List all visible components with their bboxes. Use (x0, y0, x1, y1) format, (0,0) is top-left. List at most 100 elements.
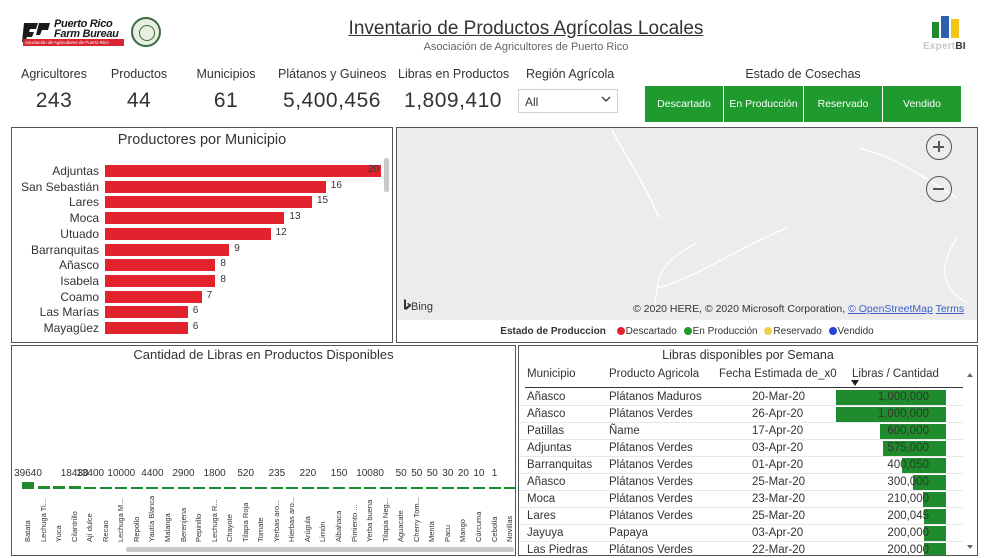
libras-column-bar[interactable] (286, 487, 299, 489)
table-cell-producto: Papaya (609, 527, 649, 539)
table-databar (922, 492, 946, 507)
libras-column-bar[interactable] (301, 487, 314, 489)
libras-column-bar[interactable] (239, 487, 252, 489)
producer-bar-row[interactable]: San Sebastián 16 (12, 180, 392, 194)
libras-column-bar[interactable] (115, 487, 128, 489)
table-row[interactable]: Moca Plátanos Verdes 23-Mar-20 210,000 (519, 491, 963, 508)
producer-bar[interactable] (105, 274, 216, 287)
legend-item-vendido[interactable]: Vendido (837, 326, 874, 337)
producer-bar-row[interactable]: Barranquitas 9 (12, 243, 392, 257)
libras-column-bar[interactable] (348, 487, 361, 489)
zoom-in-icon[interactable] (926, 134, 952, 160)
table-row[interactable]: Patillas Ñame 17-Apr-20 600,000 (519, 423, 963, 440)
libras-column-bar[interactable] (441, 487, 454, 489)
producers-scrollbar[interactable] (384, 158, 389, 192)
libras-column-bar[interactable] (426, 487, 439, 489)
producer-bar[interactable] (105, 243, 230, 256)
zoom-out-icon[interactable] (926, 176, 952, 202)
libras-column-bar[interactable] (333, 487, 345, 489)
col-header-fecha[interactable]: Fecha Estimada de_x0 (719, 368, 837, 380)
table-scroll-up-icon[interactable] (967, 373, 973, 377)
table-cell-producto: Plátanos Maduros (609, 391, 702, 403)
table-row[interactable]: Añasco Plátanos Verdes 26-Apr-20 1,000,000 (519, 406, 963, 423)
producer-bar-row[interactable]: Mayagüez 6 (12, 321, 392, 335)
libras-column-bar[interactable] (37, 485, 50, 489)
table-row[interactable]: Lares Plátanos Verdes 25-Mar-20 200,045 (519, 508, 963, 525)
libras-column-bar[interactable] (395, 487, 408, 489)
legend-item-en-produccion[interactable]: En Producción (692, 326, 758, 337)
region-dropdown[interactable]: All (518, 89, 618, 113)
libras-column-bar[interactable] (364, 487, 377, 489)
sort-desc-icon[interactable] (851, 380, 859, 386)
libras-column-bar[interactable] (68, 485, 81, 489)
libras-column-bar[interactable] (224, 487, 237, 489)
col-header-producto[interactable]: Producto Agricola (609, 368, 700, 380)
openstreetmap-link[interactable]: © OpenStreetMap (848, 303, 933, 315)
libras-category-label: Yautía Blanca (147, 495, 157, 542)
producer-bar[interactable] (105, 165, 381, 177)
libras-column-bar[interactable] (317, 487, 330, 489)
libras-column-value: 220 (299, 468, 317, 479)
libras-column-value: 10080 (356, 468, 384, 479)
table-row[interactable]: Añasco Plátanos Verdes 25-Mar-20 300,000 (519, 474, 963, 491)
producer-bar-row[interactable]: Utuado 12 (12, 227, 392, 241)
libras-column-bar[interactable] (379, 487, 392, 489)
producer-bar[interactable] (105, 196, 312, 209)
producer-bar[interactable] (105, 212, 285, 225)
libras-column-bar[interactable] (472, 487, 485, 489)
table-row[interactable]: Adjuntas Plátanos Verdes 03-Apr-20 575,000 (519, 440, 963, 457)
producer-bar-row[interactable]: Coamo 7 (12, 290, 392, 304)
estado-button-en-produccion[interactable]: En Producción (724, 86, 804, 122)
libras-column-bar[interactable] (193, 487, 206, 489)
table-row[interactable]: Jayuya Papaya 03-Apr-20 200,000 (519, 525, 963, 542)
libras-column-bar[interactable] (22, 482, 34, 489)
estado-button-reservado[interactable]: Reservado (804, 86, 883, 122)
producer-municipio-label: Lares (68, 195, 99, 210)
libras-column-bar[interactable] (161, 487, 174, 489)
producer-bar-row[interactable]: Adjuntas 20 (12, 164, 392, 178)
legend-item-descartado[interactable]: Descartado (625, 326, 677, 337)
libras-column-bar[interactable] (99, 486, 112, 489)
libras-category-label: Novillas (505, 515, 515, 542)
producer-bar-row[interactable]: Lares 15 (12, 195, 392, 209)
producer-bar[interactable] (105, 322, 188, 334)
libras-column-bar[interactable] (270, 487, 283, 489)
col-header-municipio[interactable]: Municipio (527, 368, 576, 380)
map-canvas[interactable]: Bing © 2020 HERE, © 2020 Microsoft Corpo… (397, 128, 977, 320)
libras-scrollbar[interactable] (126, 547, 514, 552)
producer-bar[interactable] (105, 180, 326, 193)
libras-column-bar[interactable] (504, 487, 515, 489)
producer-bar-row[interactable]: Añasco 8 (12, 258, 392, 272)
producer-bar-row[interactable]: Moca 13 (12, 211, 392, 225)
producer-bar[interactable] (105, 290, 202, 303)
estado-button-descartado[interactable]: Descartado (645, 86, 724, 122)
table-row[interactable]: Añasco Plátanos Maduros 20-Mar-20 1,000,000 (519, 389, 963, 406)
libras-column-bar[interactable] (255, 487, 268, 489)
table-row[interactable]: Barranquitas Plátanos Verdes 01-Apr-20 400,… (519, 457, 963, 474)
libras-column-bar[interactable] (208, 487, 221, 489)
estado-button-vendido[interactable]: Vendido (883, 86, 961, 122)
table-row[interactable]: Las Piedras Plátanos Verdes 22-Mar-20 200,0… (519, 542, 963, 555)
legend-item-reservado[interactable]: Reservado (773, 326, 822, 337)
libras-column-bar[interactable] (177, 487, 190, 489)
libras-column-bar[interactable] (130, 487, 143, 489)
producer-bar-row[interactable]: Isabela 8 (12, 274, 392, 288)
libras-column-bar[interactable] (146, 487, 159, 489)
producer-bar[interactable] (105, 227, 271, 240)
producer-bar[interactable] (105, 259, 216, 272)
table-scroll-down-icon[interactable] (967, 545, 973, 549)
region-label: Región Agrícola (526, 67, 615, 81)
libras-column-bar[interactable] (84, 486, 97, 489)
producer-bar-row[interactable]: Las Marías 6 (12, 305, 392, 319)
producer-municipio-label: Añasco (58, 258, 99, 273)
libras-column-bar[interactable] (488, 487, 501, 489)
table-cell-fecha: 20-Mar-20 (752, 391, 806, 403)
producer-bar[interactable] (105, 306, 188, 319)
libras-column-bar[interactable] (457, 487, 470, 489)
legend-dot-vendido (828, 327, 837, 335)
libras-column-bar[interactable] (53, 485, 66, 489)
bing-label: Bing (411, 301, 434, 313)
col-header-libras[interactable]: Libras / Cantidad (852, 368, 939, 380)
libras-column-bar[interactable] (410, 487, 423, 489)
terms-link[interactable]: Terms (935, 303, 965, 315)
